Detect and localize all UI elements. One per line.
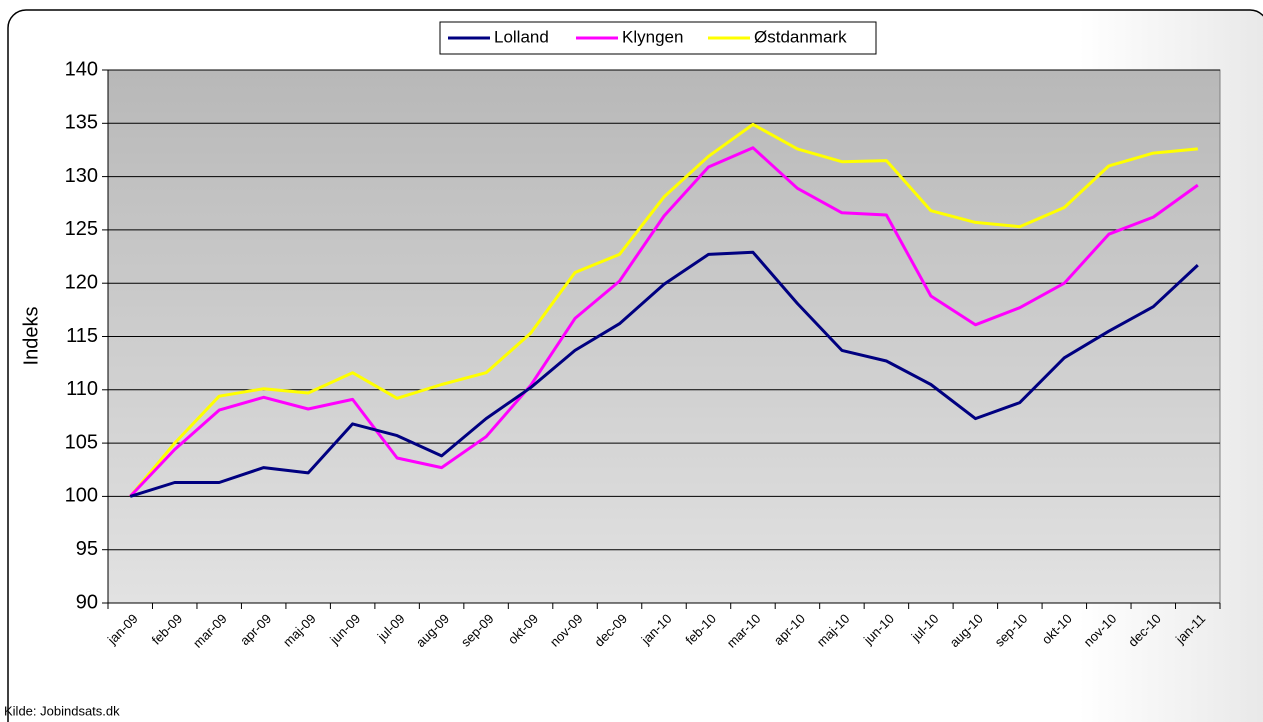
y-tick-label: 115 — [66, 325, 98, 347]
y-tick-label: 125 — [65, 218, 98, 240]
y-tick-label: 105 — [65, 431, 98, 453]
series-line — [129, 146, 1199, 498]
legend-box — [439, 21, 877, 55]
legend-label: Klyngen — [622, 27, 683, 46]
y-tick-label: 100 — [65, 485, 98, 507]
y-tick-label: 95 — [76, 538, 98, 560]
y-tick-label: 140 — [65, 58, 98, 80]
y-axis-label: Indeks — [20, 307, 42, 366]
y-tick-label: 110 — [66, 378, 98, 400]
source-note: Kilde: Jobindsats.dk — [4, 703, 120, 718]
series-line — [129, 250, 1199, 498]
y-tick-label: 135 — [65, 112, 98, 134]
y-tick-label: 90 — [76, 591, 98, 613]
legend-label: Lolland — [494, 27, 549, 46]
y-tick-label: 120 — [65, 271, 98, 293]
legend-label: Østdanmark — [754, 27, 847, 46]
series-line — [129, 122, 1198, 498]
y-tick-label: 130 — [65, 165, 98, 187]
